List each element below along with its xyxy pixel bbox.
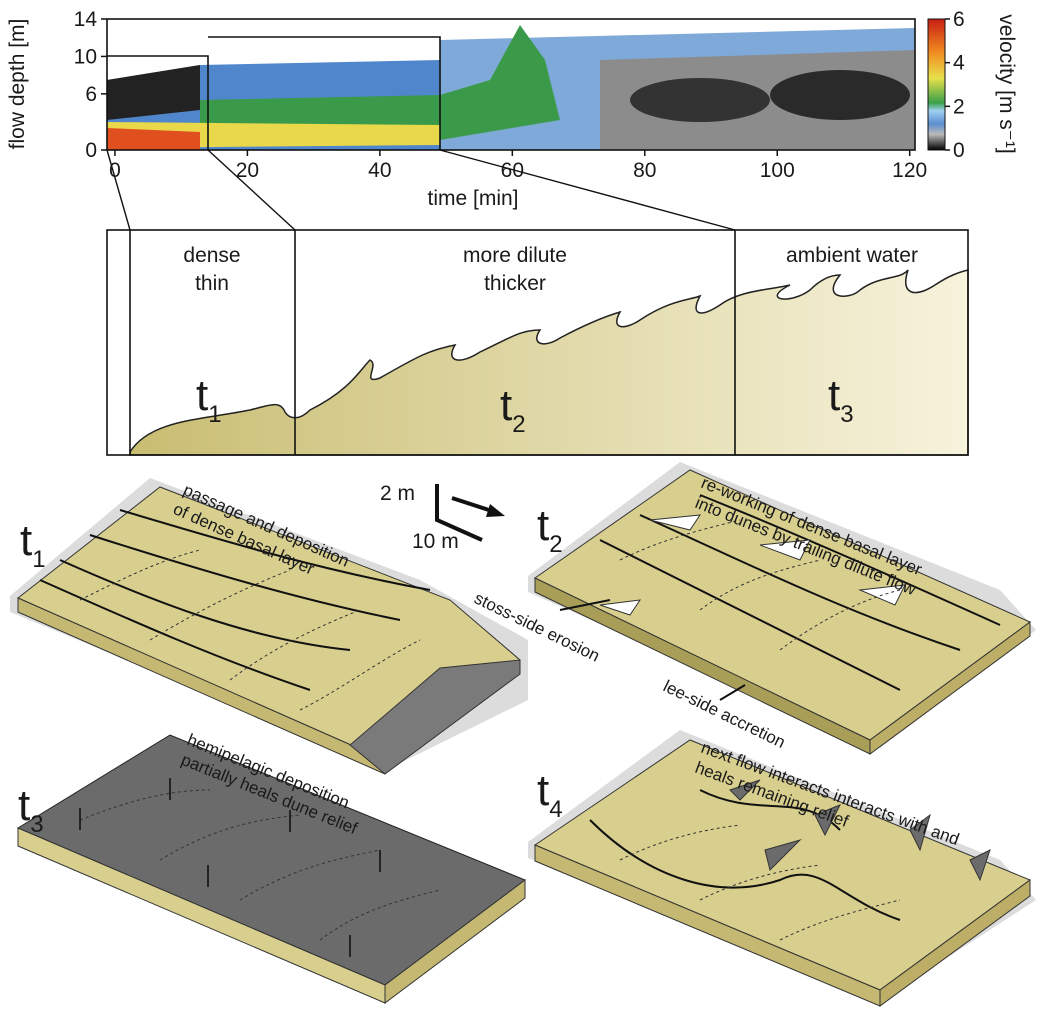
block-label: t1 (20, 516, 46, 573)
scale-vertical: 2 m (380, 482, 415, 505)
stage-text: thin (195, 272, 229, 295)
flow-stage-panel: dense thin more dilute thicker ambient w… (107, 230, 968, 455)
block-diagram: t4 next flow interacts interacts with an… (528, 730, 1036, 1006)
scale-horizontal: 10 m (412, 530, 459, 553)
y-tick-label: 10 (74, 45, 97, 68)
stage-label: t1 (196, 371, 222, 428)
x-tick-label: 40 (368, 159, 391, 182)
block-label: t4 (537, 766, 563, 823)
y-tick-label: 6 (85, 83, 97, 106)
scale-bar: 2 m 10 m (380, 482, 505, 553)
x-tick-label: 20 (236, 159, 259, 182)
figure: flow depth [m] time [min] velocity [m s⁻… (0, 0, 1037, 1021)
stage-text: thicker (484, 272, 546, 295)
stage-text: ambient water (786, 244, 918, 267)
colorbar-tick-label: 2 (953, 95, 965, 118)
colorbar-tick-label: 6 (953, 8, 965, 31)
stage-text: dense (183, 244, 240, 267)
block-label: t3 (18, 781, 44, 838)
x-tick-label: 80 (633, 159, 656, 182)
x-axis-label: time [min] (427, 187, 518, 210)
y-tick-label: 14 (74, 8, 98, 31)
x-tick-label: 60 (501, 159, 524, 182)
block-diagram: t2 re-working of dense basal layer into … (471, 462, 1036, 754)
x-tick-label: 100 (760, 159, 795, 182)
y-tick-label: 0 (85, 139, 97, 162)
block-diagram: t1 passage and deposition of dense basal… (10, 478, 528, 774)
velocity-heatmap (107, 19, 915, 150)
block-diagram: t3 hemipelagic deposition partially heal… (18, 730, 525, 1003)
x-tick-label: 120 (892, 159, 927, 182)
x-tick-label: 0 (109, 159, 121, 182)
colorbar-label: velocity [m s⁻¹] (995, 14, 1018, 153)
colorbar-tick-label: 0 (953, 139, 965, 162)
colorbar (928, 19, 945, 150)
block-label: t2 (537, 501, 563, 558)
colorbar-tick-label: 4 (953, 52, 965, 75)
y-axis-label: flow depth [m] (6, 19, 29, 150)
stage-text: more dilute (463, 244, 567, 267)
